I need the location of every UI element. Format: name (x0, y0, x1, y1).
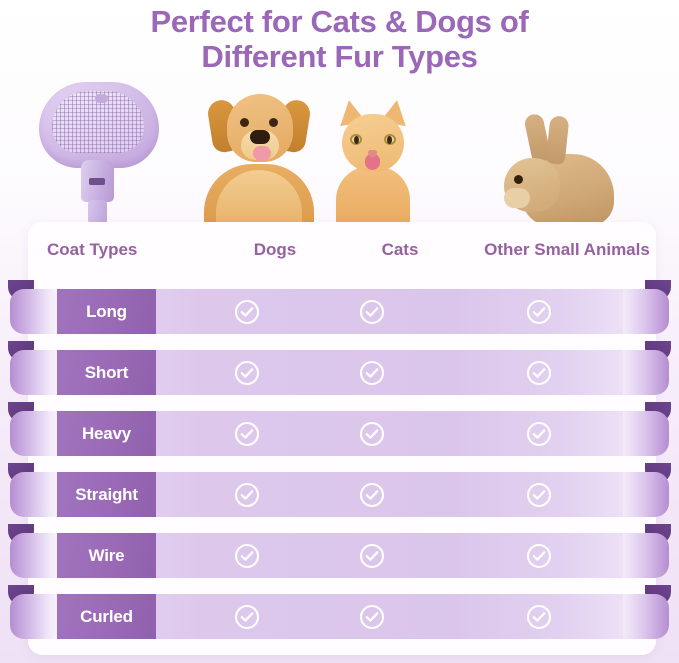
cat-pupil-right (387, 136, 392, 144)
brush-head (39, 82, 159, 168)
pet-grooming-brush-image (33, 82, 163, 224)
cell-dogs (190, 594, 304, 639)
rabbit-eye (514, 175, 523, 184)
page-title-line-1: Perfect for Cats & Dogs of (150, 4, 529, 39)
dog-tongue (253, 146, 271, 161)
ribbon-curl-right (619, 472, 669, 517)
ribbon-curl-right (619, 533, 669, 578)
coat-type-label: Curled (80, 606, 133, 626)
table-row: Straight (0, 463, 679, 517)
ribbon-curl-left (10, 594, 60, 639)
coat-type-label-tab: Curled (57, 594, 156, 639)
cell-dogs (190, 289, 304, 334)
page-title-line-2: Different Fur Types (201, 39, 478, 75)
coat-type-label: Straight (75, 484, 138, 504)
cat-tongue (365, 154, 380, 170)
cell-cats (315, 350, 429, 395)
cell-other (425, 594, 653, 639)
brush-release-button (95, 94, 108, 103)
dog-nose (250, 130, 270, 144)
coat-type-label-tab: Straight (57, 472, 156, 517)
ribbon-curl-right (619, 289, 669, 334)
coat-type-label-tab: Long (57, 289, 156, 334)
dog-eye-right (269, 118, 278, 127)
orange-tabby-cat-image (330, 94, 416, 226)
coat-type-label: Short (84, 362, 129, 382)
table-row: Curled (0, 585, 679, 639)
golden-retriever-dog-image (196, 78, 322, 226)
cell-cats (315, 594, 429, 639)
column-header-dogs: Dogs (253, 240, 297, 259)
ribbon-curl-left (10, 350, 60, 395)
hero-image-strip (0, 76, 679, 226)
cell-dogs (190, 411, 304, 456)
cat-pupil-left (354, 136, 359, 144)
cell-other (425, 350, 653, 395)
column-header-coat-types: Coat Types (47, 240, 138, 259)
coat-type-label-tab: Heavy (57, 411, 156, 456)
coat-type-label: Long (86, 301, 127, 321)
cell-other (425, 411, 653, 456)
ribbon-curl-right (619, 411, 669, 456)
ribbon-curl-left (10, 533, 60, 578)
ribbon-curl-right (619, 594, 669, 639)
cat-nose (368, 150, 377, 157)
cell-dogs (190, 533, 304, 578)
cell-other (425, 472, 653, 517)
rabbit-snout (504, 188, 530, 208)
brush-grip (88, 200, 107, 224)
table-row: Long (0, 280, 679, 334)
coat-type-label: Heavy (81, 423, 132, 443)
table-header-row: Coat Types Dogs Cats Other Small Animals (28, 240, 656, 278)
ribbon-curl-left (10, 411, 60, 456)
column-header-cats: Cats (381, 240, 419, 259)
cat-body (336, 166, 410, 226)
ribbon-curl-left (10, 472, 60, 517)
cell-cats (315, 533, 429, 578)
page-title: Perfect for Cats & Dogs of Different Fur… (0, 4, 679, 75)
cell-other (425, 289, 653, 334)
cell-cats (315, 411, 429, 456)
dog-eye-left (240, 118, 249, 127)
coat-type-label-tab: Wire (57, 533, 156, 578)
table-row: Short (0, 341, 679, 395)
table-row: Heavy (0, 402, 679, 456)
ribbon-curl-right (619, 350, 669, 395)
cell-cats (315, 289, 429, 334)
cell-cats (315, 472, 429, 517)
cell-dogs (190, 472, 304, 517)
cell-dogs (190, 350, 304, 395)
coat-type-label-tab: Short (57, 350, 156, 395)
coat-type-label: Wire (88, 545, 125, 565)
table-row: Wire (0, 524, 679, 578)
brush-slot (89, 178, 105, 185)
cell-other (425, 533, 653, 578)
column-header-other-small-animals: Other Small Animals (484, 240, 650, 259)
ribbon-curl-left (10, 289, 60, 334)
rabbit-image (498, 112, 614, 226)
